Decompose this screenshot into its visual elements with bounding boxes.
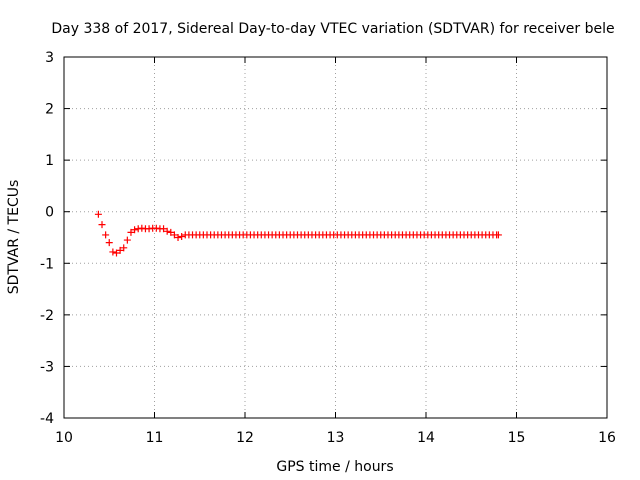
y-tick-label: 2 xyxy=(45,102,54,118)
x-tick-label: 14 xyxy=(417,430,435,446)
data-point xyxy=(123,236,131,244)
data-point xyxy=(94,210,102,218)
data-point xyxy=(112,249,120,257)
data-point xyxy=(494,231,502,239)
data-point xyxy=(120,244,128,252)
x-tick-label: 15 xyxy=(508,430,526,446)
y-tick-label: 0 xyxy=(45,205,54,221)
data-point xyxy=(105,239,113,247)
data-point xyxy=(127,228,135,236)
y-tick-label: -2 xyxy=(40,308,54,324)
data-point xyxy=(131,226,139,234)
x-tick-label: 10 xyxy=(55,430,73,446)
grid xyxy=(64,57,607,418)
y-tick-label: 3 xyxy=(45,50,54,66)
x-axis-label: GPS time / hours xyxy=(276,459,393,475)
x-tick-label: 12 xyxy=(236,430,254,446)
y-axis-label: SDTVAR / TECUs xyxy=(6,180,22,295)
x-tick-label: 13 xyxy=(327,430,345,446)
data-point xyxy=(160,225,168,233)
y-tick-label: 1 xyxy=(45,153,54,169)
data-point xyxy=(163,227,171,235)
plot-frame xyxy=(63,56,608,419)
data-point xyxy=(102,231,110,239)
data-point xyxy=(170,231,178,239)
data-point xyxy=(167,228,175,236)
data-point xyxy=(174,234,182,241)
y-tick-label: -4 xyxy=(40,411,54,427)
y-tick-label: -3 xyxy=(40,359,54,375)
data-points xyxy=(94,210,502,257)
x-tick-label: 16 xyxy=(598,430,616,446)
data-point xyxy=(109,248,117,256)
chart-title: Day 338 of 2017, Sidereal Day-to-day VTE… xyxy=(51,21,614,37)
data-point xyxy=(98,221,106,229)
x-tick-label: 11 xyxy=(146,430,164,446)
y-tick-label: -1 xyxy=(40,256,54,272)
data-point xyxy=(178,232,186,240)
data-point xyxy=(116,246,124,254)
